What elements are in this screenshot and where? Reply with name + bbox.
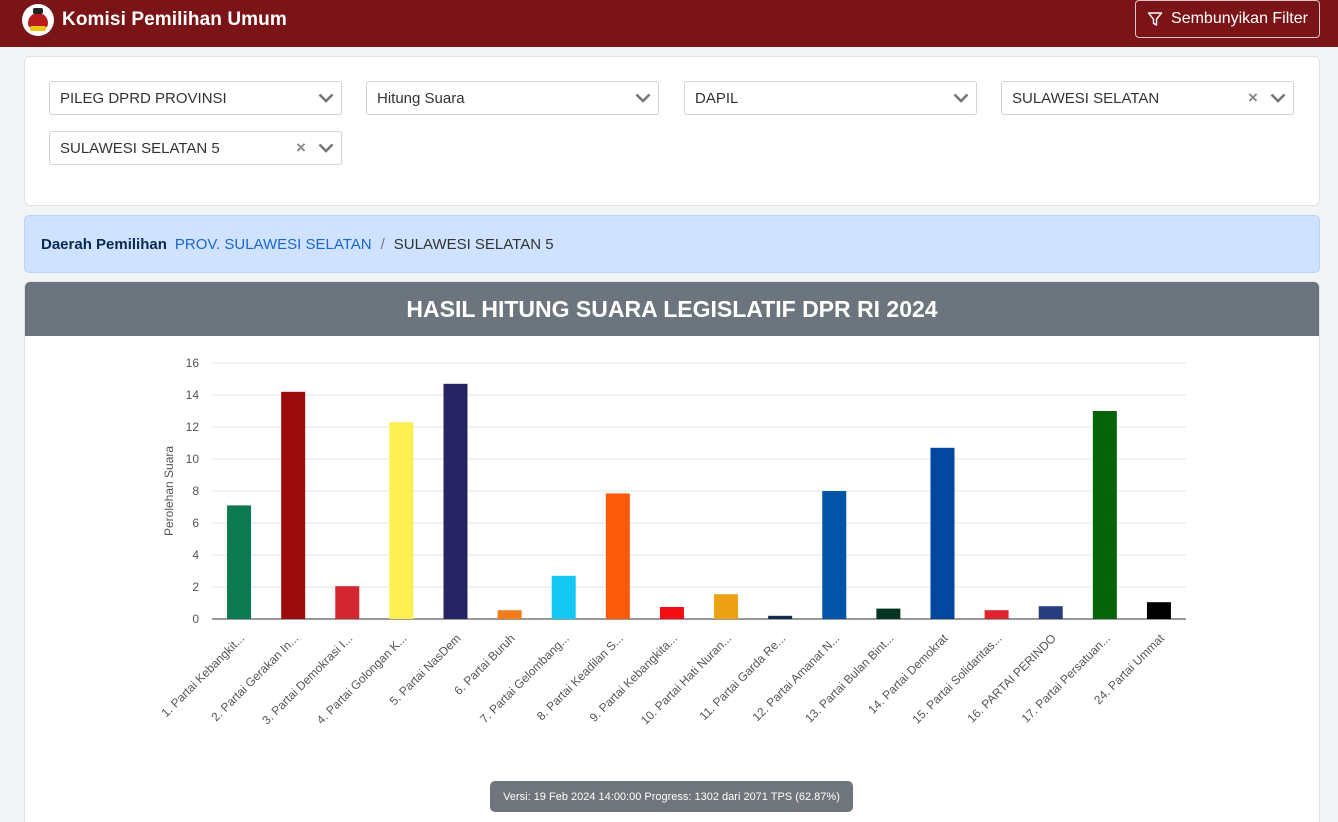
bar [876, 608, 901, 619]
mode-select[interactable]: Hitung Suara [366, 81, 659, 115]
level-select-value: DAPIL [695, 89, 739, 107]
y-tick-label: 2 [192, 580, 199, 594]
kpu-logo [22, 4, 54, 36]
y-tick-label: 12 [186, 420, 200, 434]
bar [768, 615, 793, 619]
toggle-filter-label: Sembunyikan Filter [1171, 10, 1308, 27]
x-tick-label: 4. Partai Golongan K... [314, 631, 410, 727]
bar [984, 610, 1009, 619]
x-tick-label: 17. Partai Persatuan... [1019, 631, 1113, 725]
x-tick-label: 7. Partai Gelombang... [477, 631, 572, 726]
mode-select-value: Hitung Suara [377, 89, 465, 107]
chevron-down-icon [1263, 93, 1293, 103]
bar [659, 607, 684, 619]
district-select[interactable]: SULAWESI SELATAN 5 × [49, 131, 342, 165]
province-select[interactable]: SULAWESI SELATAN × [1001, 81, 1294, 115]
brand-title: Komisi Pemilihan Umum [62, 9, 287, 30]
y-tick-label: 10 [186, 452, 200, 466]
toggle-filter-button[interactable]: Sembunyikan Filter [1135, 0, 1320, 38]
bar [551, 575, 576, 619]
clear-icon[interactable]: × [296, 138, 306, 157]
bar [389, 422, 414, 619]
bar [1038, 606, 1063, 619]
version-badge: Versi: 19 Feb 2024 14:00:00 Progress: 13… [490, 781, 853, 812]
bar [227, 505, 252, 619]
y-tick-label: 14 [186, 388, 200, 402]
y-tick-label: 0 [192, 612, 199, 626]
chevron-down-icon [311, 93, 341, 103]
breadcrumb-current: SULAWESI SELATAN 5 [393, 235, 554, 253]
filter-panel: PILEG DPRD PROVINSI Hitung Suara DAPIL S… [24, 56, 1320, 206]
x-tick-label: 3. Partai Demokrasi I... [259, 631, 355, 727]
y-tick-label: 8 [192, 484, 199, 498]
bar [930, 447, 955, 619]
election-select-value: PILEG DPRD PROVINSI [60, 89, 227, 107]
x-tick-label: 10. Partai Hati Nuran... [638, 631, 734, 727]
bar [335, 586, 360, 619]
breadcrumb: Daerah Pemilihan PROV. SULAWESI SELATAN … [24, 215, 1320, 273]
bar [1092, 411, 1117, 619]
y-tick-label: 4 [192, 548, 199, 562]
y-tick-label: 6 [192, 516, 199, 530]
province-select-value: SULAWESI SELATAN [1012, 89, 1160, 107]
chevron-down-icon [628, 93, 658, 103]
breadcrumb-separator: / [380, 235, 385, 253]
chevron-down-icon [946, 93, 976, 103]
bar [497, 610, 522, 619]
chevron-down-icon [311, 143, 341, 153]
y-tick-label: 16 [186, 356, 200, 370]
bar [1146, 602, 1171, 619]
filter-icon [1147, 12, 1163, 26]
chart-title: HASIL HITUNG SUARA LEGISLATIF DPR RI 202… [25, 282, 1319, 336]
bar [822, 491, 847, 619]
clear-icon[interactable]: × [1248, 88, 1258, 107]
breadcrumb-label: Daerah Pemilihan [41, 235, 167, 253]
bar [714, 594, 739, 619]
bar [605, 493, 630, 619]
x-tick-label: 15. Partai Solidaritas... [909, 631, 1004, 726]
level-select[interactable]: DAPIL [684, 81, 977, 115]
election-select[interactable]: PILEG DPRD PROVINSI [49, 81, 342, 115]
x-tick-label: 16. PARTAI PERINDO [965, 631, 1059, 725]
y-axis-label: Perolehan Suara [162, 446, 176, 536]
district-select-value: SULAWESI SELATAN 5 [60, 139, 220, 157]
breadcrumb-link-province[interactable]: PROV. SULAWESI SELATAN [174, 235, 372, 253]
chart-card: HASIL HITUNG SUARA LEGISLATIF DPR RI 202… [24, 281, 1320, 822]
x-tick-label: 13. Partai Bulan Bint... [802, 631, 896, 725]
top-navbar: Komisi Pemilihan Umum Sembunyikan Filter [0, 0, 1338, 47]
brand[interactable]: Komisi Pemilihan Umum [22, 3, 287, 37]
bar [281, 391, 306, 619]
bar [443, 383, 468, 619]
